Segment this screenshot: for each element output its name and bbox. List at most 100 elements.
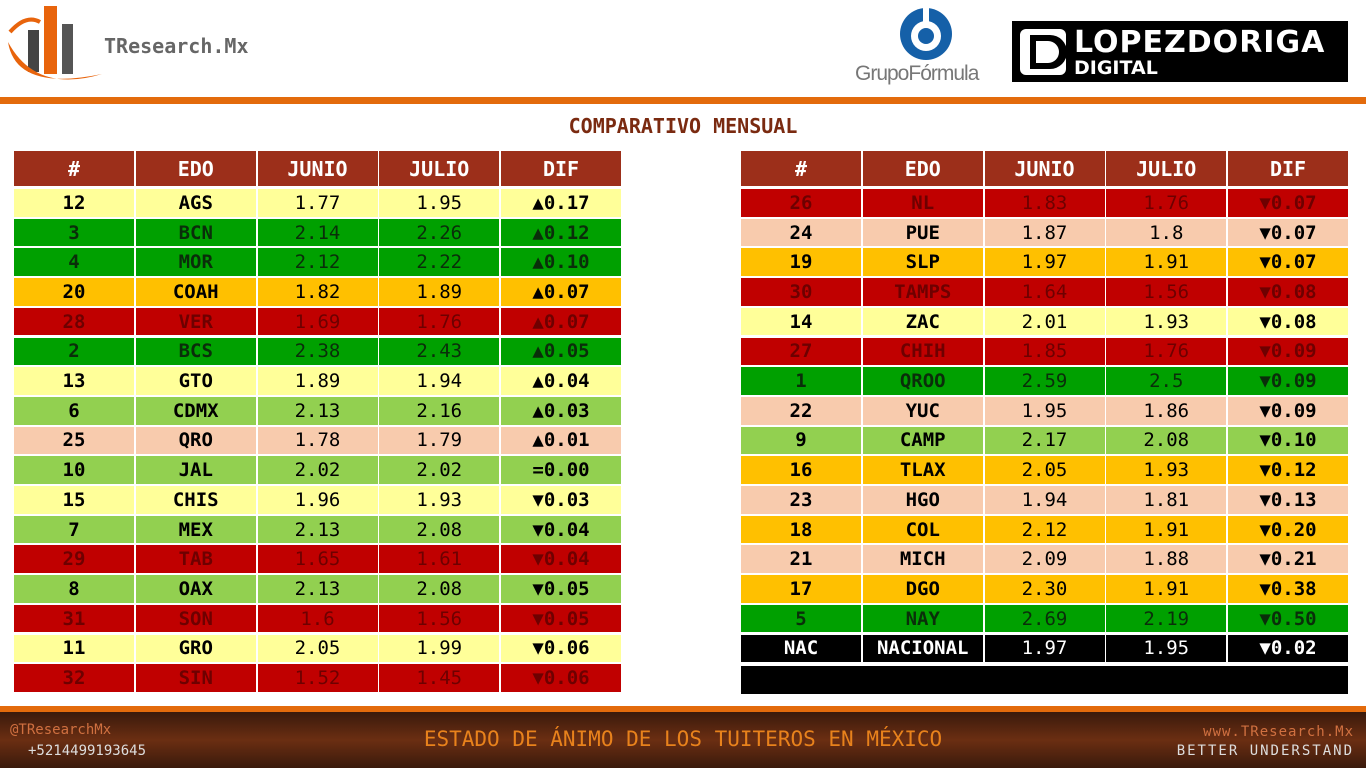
table-cell: 1.95: [379, 189, 500, 217]
table-cell: 2.17: [984, 426, 1105, 455]
table-cell: 1.77: [257, 189, 378, 217]
table-cell: 8: [14, 575, 134, 603]
table-cell: 2.02: [257, 456, 378, 484]
table-cell: ▼0.20: [1228, 515, 1348, 544]
footer-phone: +5214499193645: [28, 743, 147, 759]
table-cell: ▼0.12: [1228, 456, 1348, 484]
column-header: #: [14, 151, 134, 186]
table-cell: 27: [741, 337, 861, 366]
table-cell: 6: [14, 396, 134, 425]
table-cell: 1.95: [1106, 634, 1227, 663]
table-cell: 2.08: [379, 575, 500, 603]
table-cell: ▲0.07: [501, 278, 621, 306]
column-header: JUNIO: [257, 151, 378, 186]
footer-motto: BETTER UNDERSTAND: [1176, 743, 1354, 759]
table-cell: 2.05: [257, 634, 378, 663]
brand-name: TResearch.Mx: [104, 34, 249, 58]
table-cell: 26: [741, 189, 861, 217]
footer: @TResearchMx +5214499193645 ESTADO DE ÁN…: [0, 712, 1366, 768]
table-cell: 1.89: [257, 367, 378, 395]
table-cell: 1.93: [1106, 307, 1227, 336]
table-cell: CHIH: [862, 337, 983, 366]
table-cell: 1.94: [984, 486, 1105, 514]
table-cell: TAMPS: [862, 278, 983, 306]
footer-site: www.TResearch.Mx: [1203, 724, 1354, 740]
table-cell: 2.22: [379, 248, 500, 277]
table-cell: 1.83: [984, 189, 1105, 217]
table-cell: NAY: [862, 604, 983, 633]
table-cell: ▲0.07: [501, 307, 621, 336]
table-cell: ▼0.09: [1228, 337, 1348, 366]
table-cell: =0.00: [501, 456, 621, 484]
table-cell: 9: [741, 426, 861, 455]
table-cell: JAL: [135, 456, 256, 484]
table-cell: 2.30: [984, 575, 1105, 603]
table-cell: 2.38: [257, 337, 378, 366]
table-cell: ▼0.03: [501, 486, 621, 514]
table-cell: 4: [14, 248, 134, 277]
table-cell: 1.61: [379, 545, 500, 574]
table-cell: 11: [14, 634, 134, 663]
table-cell: GRO: [135, 634, 256, 663]
table-cell: QRO: [135, 426, 256, 455]
table-cell: ▲0.10: [501, 248, 621, 277]
table-cell: AGS: [135, 189, 256, 217]
table-cell: ▼0.08: [1228, 307, 1348, 336]
table-cell: 17: [741, 575, 861, 603]
table-cell: 3: [14, 218, 134, 247]
table-cell: 5: [741, 604, 861, 633]
table-cell: 1.6: [257, 604, 378, 633]
table-cell: 13: [14, 367, 134, 395]
table-cell: 2.05: [984, 456, 1105, 484]
brand-icon: [8, 6, 102, 80]
table-cell: ▼0.08: [1228, 278, 1348, 306]
table-cell: ▲0.03: [501, 396, 621, 425]
table-cell: 1.79: [379, 426, 500, 455]
table-cell: CDMX: [135, 396, 256, 425]
table-cell: VER: [135, 307, 256, 336]
table-cell: 1.91: [1106, 515, 1227, 544]
column-header: DIF: [1228, 151, 1348, 186]
table-cell: GTO: [135, 367, 256, 395]
column-header: DIF: [501, 151, 621, 186]
table-cell: 1.96: [257, 486, 378, 514]
table-cell: 1.56: [1106, 278, 1227, 306]
table-cell: 2.13: [257, 515, 378, 544]
table-cell: BCS: [135, 337, 256, 366]
table-cell: 1.93: [1106, 456, 1227, 484]
table-cell: 2.01: [984, 307, 1105, 336]
table-cell: 7: [14, 515, 134, 544]
table-cell: ▼0.07: [1228, 218, 1348, 247]
table-cell: 2.26: [379, 218, 500, 247]
table-cell: 2.16: [379, 396, 500, 425]
table-cell: 1.89: [379, 278, 500, 306]
table-cell: 1.76: [1106, 337, 1227, 366]
table-cell: 21: [741, 545, 861, 574]
table-cell: 10: [14, 456, 134, 484]
footer-rule: [0, 706, 1366, 712]
table-cell: 2.08: [379, 515, 500, 544]
table-cell: ▼0.21: [1228, 545, 1348, 574]
table-cell: ▼0.10: [1228, 426, 1348, 455]
table-cell: ▼0.50: [1228, 604, 1348, 633]
table-cell: COAH: [135, 278, 256, 306]
table-cell: ▲0.12: [501, 218, 621, 247]
table-cell: ▼0.09: [1228, 367, 1348, 395]
table-cell: 1.87: [984, 218, 1105, 247]
table-cell: COL: [862, 515, 983, 544]
table-cell: 1.69: [257, 307, 378, 336]
partner-name: GrupoFórmula: [855, 62, 979, 85]
table-cell: QROO: [862, 367, 983, 395]
table-cell: 29: [14, 545, 134, 574]
table-cell: 1.97: [984, 634, 1105, 663]
table-cell: 24: [741, 218, 861, 247]
table-cell: ▲0.17: [501, 189, 621, 217]
table-cell: 19: [741, 248, 861, 277]
table-cell: TLAX: [862, 456, 983, 484]
table-cell: 1.97: [984, 248, 1105, 277]
table-cell: 2.08: [1106, 426, 1227, 455]
table-cell: CAMP: [862, 426, 983, 455]
table-cell: ▼0.06: [501, 634, 621, 663]
table-cell: 16: [741, 456, 861, 484]
